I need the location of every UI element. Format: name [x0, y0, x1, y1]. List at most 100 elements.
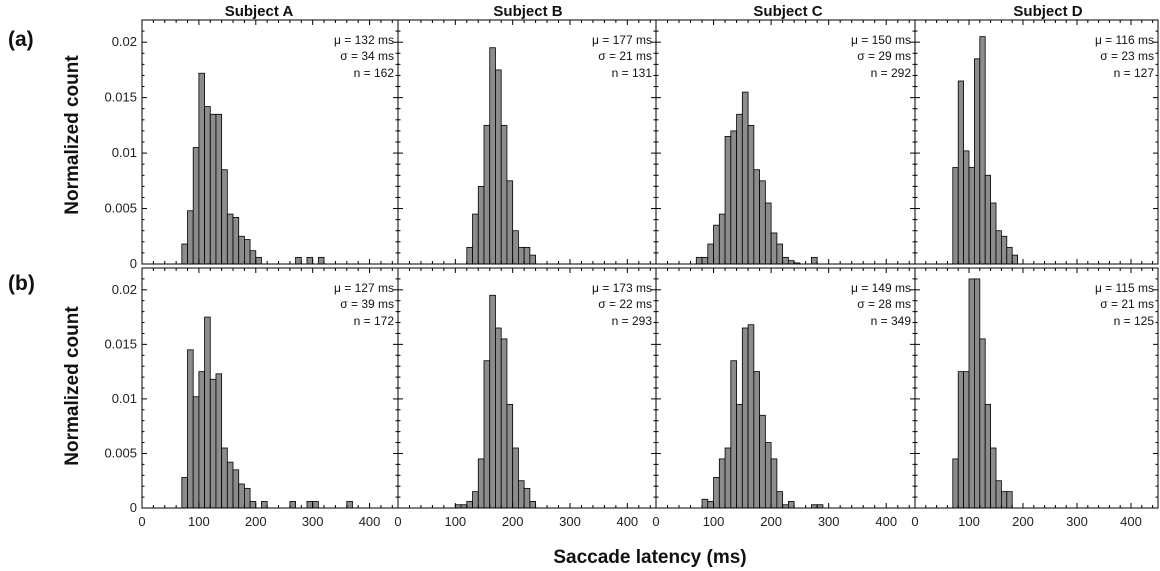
histogram-bar: [1001, 235, 1008, 265]
histogram-bar: [741, 91, 749, 265]
y-tick-label: 0.02: [112, 34, 137, 49]
histogram-bar: [753, 371, 761, 509]
histogram-bar: [523, 246, 531, 265]
histogram-bar: [724, 136, 732, 265]
y-tick-label: 0.02: [112, 282, 137, 297]
histogram-bar: [232, 217, 240, 265]
panel-b-d: 0 100 200 300 400 μ = 115 ms σ = 21 ms n = 125: [911, 267, 1159, 529]
histogram-bar: [466, 501, 473, 509]
histogram-bar: [483, 360, 491, 509]
column-title-d: Subject D: [1013, 3, 1082, 20]
histogram-bar: [979, 338, 986, 509]
histogram-bar: [261, 501, 268, 509]
column-title-a: Subject A: [225, 3, 294, 20]
histogram-bar: [736, 113, 743, 265]
histogram-bar: [695, 256, 703, 265]
histogram-bar: [747, 124, 755, 265]
histogram-bar: [1011, 254, 1019, 265]
histogram-bar: [747, 324, 755, 509]
y-tick-label: 0.01: [112, 391, 137, 406]
histogram-bar: [968, 167, 975, 265]
column-title-b: Subject B: [493, 3, 562, 20]
histogram-bar: [968, 278, 975, 509]
histogram-bar: [209, 378, 217, 509]
histogram-bar: [952, 167, 959, 265]
x-tick-label: 0: [652, 514, 659, 529]
x-tick-label: 200: [1012, 514, 1034, 529]
x-tick-label: 400: [875, 514, 897, 529]
x-tick-label: 200: [245, 514, 267, 529]
stat-mean: μ = 132 ms: [334, 33, 394, 47]
histogram-bar: [759, 180, 766, 265]
histogram-bar: [707, 501, 714, 509]
histogram-bar: [306, 501, 314, 509]
histogram-bar: [512, 230, 519, 265]
histogram-bar: [990, 202, 997, 265]
stat-mean: μ = 150 ms: [851, 33, 911, 47]
x-tick-label: 300: [1066, 514, 1088, 529]
stat-sd: σ = 34 ms: [340, 49, 394, 63]
y-tick-label: 0.015: [104, 90, 137, 105]
histogram-bar: [1006, 491, 1013, 509]
x-tick-label: 100: [188, 514, 210, 529]
y-tick-label: 0: [130, 256, 137, 271]
histogram-bar: [707, 243, 714, 265]
histogram-bar: [957, 371, 965, 509]
histogram-bar: [523, 487, 531, 509]
y-tick-label: 0.01: [112, 145, 137, 160]
histogram-bar: [472, 213, 479, 265]
panel-b-b: 0 100 200 300 400 μ = 173 ms σ = 22 ms n = 293: [394, 267, 657, 529]
histogram-bar: [477, 458, 485, 509]
histogram-bar: [995, 230, 1002, 265]
panel-a-a: 0 0.005 0.01 0.015 0.02 μ = 132 ms σ = 34 ms n …: [104, 19, 399, 271]
histogram-bar: [506, 180, 514, 265]
x-tick-label: 0: [394, 514, 401, 529]
stat-n: n = 125: [1114, 314, 1155, 328]
panel-b-c: 0 100 200 300 400 μ = 149 ms σ = 28 ms n = 349: [652, 267, 916, 529]
histogram-bar: [979, 36, 986, 265]
histogram-bar: [724, 447, 732, 509]
histogram-bar: [495, 327, 502, 509]
histogram-bar: [295, 256, 302, 265]
histogram-bar: [483, 124, 491, 265]
y-tick-label: 0.015: [104, 336, 137, 351]
histogram-bar: [984, 403, 992, 509]
stat-n: n = 162: [354, 66, 395, 80]
histogram-bar: [701, 498, 709, 509]
x-tick-label: 200: [760, 514, 782, 529]
stat-sd: σ = 22 ms: [598, 297, 652, 311]
stat-sd: σ = 21 ms: [598, 49, 652, 63]
y-axis-label-a: Normalized count: [62, 55, 83, 215]
histogram-bar: [489, 294, 496, 509]
histogram-bar: [701, 256, 709, 265]
histogram-bar: [226, 213, 234, 265]
stat-n: n = 293: [612, 314, 653, 328]
stat-sd: σ = 21 ms: [1100, 297, 1154, 311]
panel-a-d: μ = 116 ms σ = 23 ms n = 127: [914, 19, 1159, 265]
histogram-bar: [811, 256, 818, 265]
histogram-bar: [730, 360, 737, 509]
x-tick-label: 400: [359, 514, 381, 529]
column-title-c: Subject C: [753, 3, 822, 20]
stat-n: n = 292: [871, 66, 912, 80]
histogram-bar: [477, 185, 485, 265]
histogram-bar: [506, 403, 514, 509]
x-tick-label: 100: [958, 514, 980, 529]
stat-sd: σ = 39 ms: [340, 297, 394, 311]
histogram-bar: [713, 224, 720, 265]
histogram-bar: [776, 243, 784, 265]
stat-mean: μ = 116 ms: [1095, 33, 1154, 47]
stat-sd: σ = 29 ms: [857, 49, 911, 63]
histogram-bar: [243, 239, 251, 265]
histogram-bar: [529, 254, 536, 265]
histogram-bar: [753, 169, 761, 265]
panel-a-c: μ = 150 ms σ = 29 ms n = 292: [655, 19, 916, 265]
histogram-bar: [306, 256, 314, 265]
histogram-bar: [1006, 246, 1013, 265]
x-tick-label: 400: [1120, 514, 1142, 529]
histogram-bar: [770, 458, 778, 509]
histogram-bar: [187, 349, 194, 509]
histogram-bar: [249, 250, 257, 265]
histogram-bar: [204, 106, 211, 265]
histogram-bar: [500, 338, 508, 509]
